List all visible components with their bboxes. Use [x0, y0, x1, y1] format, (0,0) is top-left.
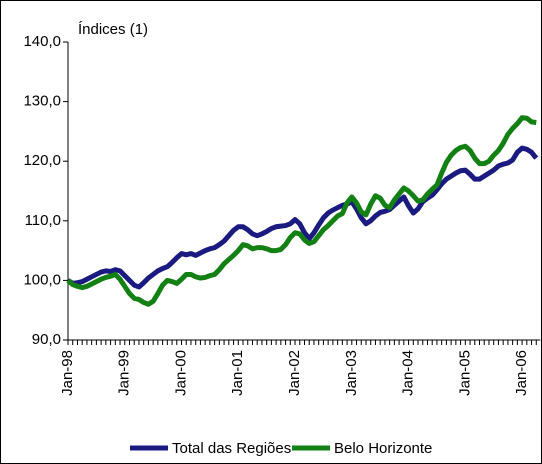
- x-tick-label: Jan-98: [59, 350, 76, 396]
- y-tick-label: 110,0: [25, 212, 61, 229]
- chart-title: Índices (1): [78, 21, 148, 38]
- x-tick-label: Jan-05: [456, 350, 473, 396]
- legend-label: Belo Horizonte: [334, 440, 432, 457]
- x-tick-label: Jan-03: [343, 350, 360, 396]
- y-tick-label: 90,0: [32, 331, 61, 348]
- x-tick-label: Jan-06: [513, 350, 530, 396]
- legend-label: Total das Regiões: [172, 440, 291, 457]
- x-tick-label: Jan-99: [116, 350, 133, 396]
- x-tick-label: Jan-00: [172, 350, 189, 396]
- y-tick-label: 120,0: [23, 152, 61, 169]
- y-tick-label: 130,0: [23, 93, 61, 110]
- x-tick-label: Jan-01: [229, 350, 246, 396]
- series-line: [66, 145, 539, 290]
- y-tick-label: 100,0: [23, 271, 61, 288]
- series-line: [66, 115, 537, 307]
- y-tick-label: 140,0: [23, 33, 61, 50]
- x-tick-label: Jan-02: [286, 350, 303, 396]
- x-tick-label: Jan-04: [400, 350, 417, 396]
